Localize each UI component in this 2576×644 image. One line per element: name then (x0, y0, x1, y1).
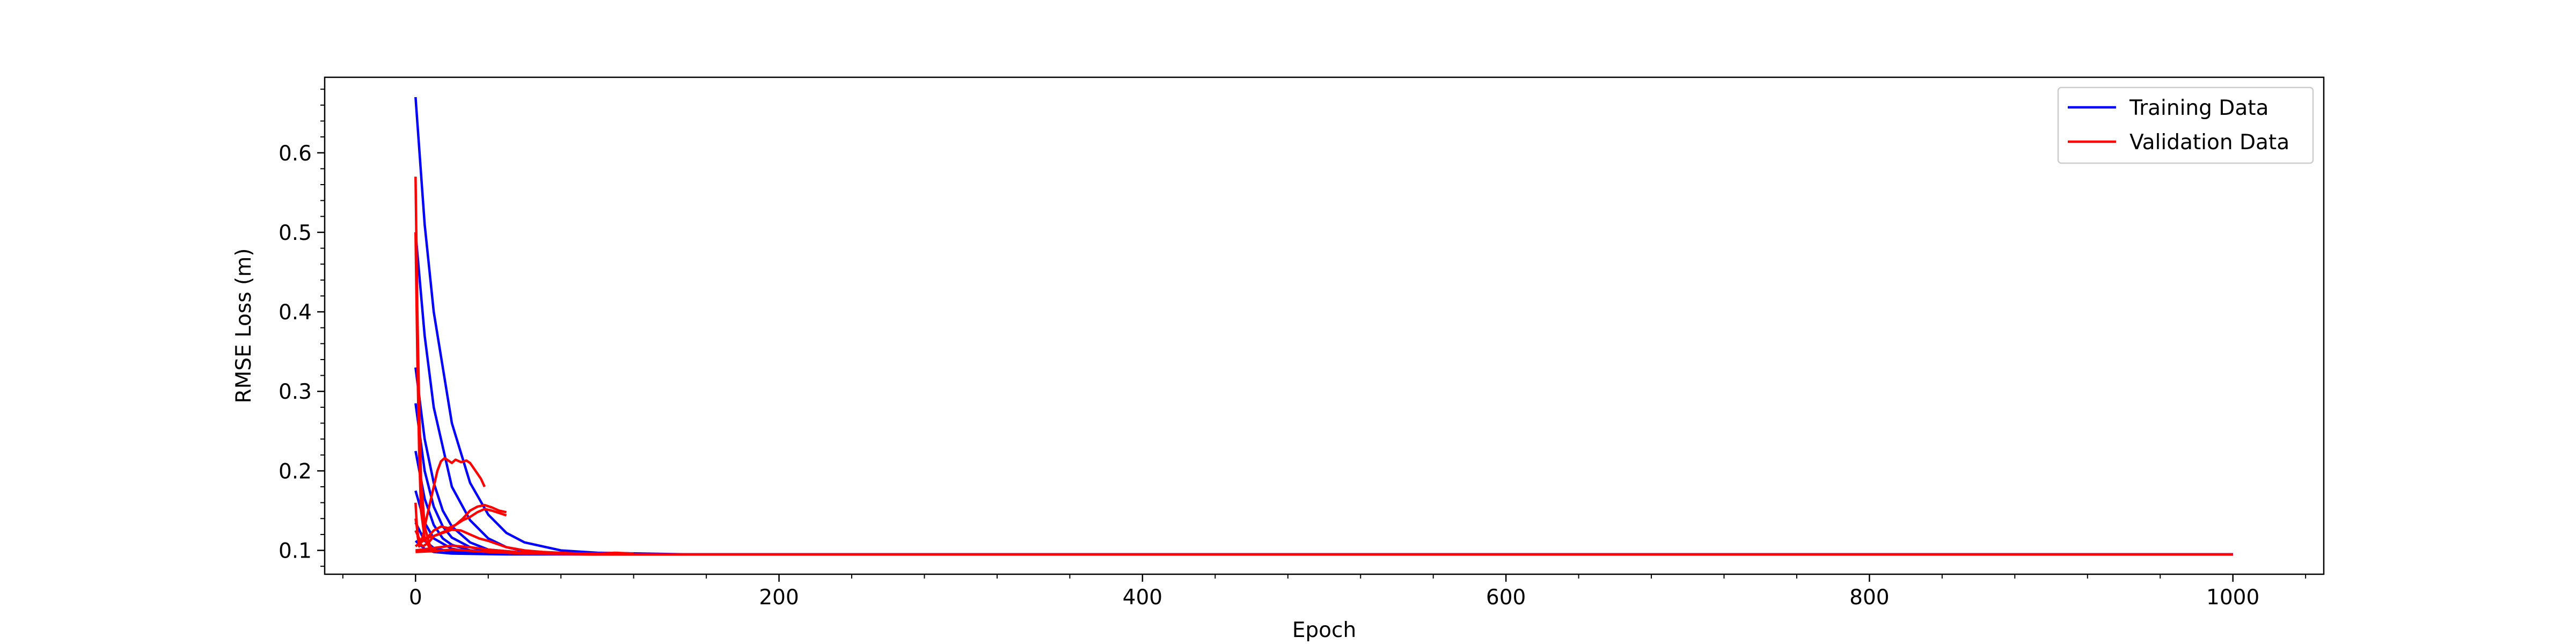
y-tick-label: 0.3 (279, 380, 312, 404)
x-tick-label: 1000 (2206, 586, 2259, 610)
legend-label-validation: Validation Data (2129, 130, 2289, 155)
y-tick-label: 0.6 (279, 142, 312, 166)
axes-frame (324, 76, 2325, 575)
validation-line-15 (415, 548, 2233, 556)
x-tick-label: 0 (409, 586, 422, 610)
x-tick-label: 800 (1849, 586, 1889, 610)
x-tick-label: 200 (759, 586, 799, 610)
y-axis-ticks: 0.1 0.2 0.3 0.4 0.5 0.6 (279, 89, 325, 567)
y-tick-label: 0.1 (279, 539, 312, 564)
x-axis-ticks: 0 200 400 600 800 1000 (342, 574, 2307, 610)
x-tick-label: 600 (1486, 586, 1526, 610)
x-axis-title: Epoch (1292, 618, 1356, 642)
y-tick-label: 0.2 (279, 459, 312, 484)
plot-lines (414, 97, 2233, 556)
y-tick-label: 0.5 (279, 221, 312, 245)
legend-label-training: Training Data (2129, 96, 2268, 120)
x-tick-label: 400 (1123, 586, 1162, 610)
validation-line-10 (414, 457, 486, 548)
y-tick-label: 0.4 (279, 301, 312, 325)
y-axis-title: RMSE Loss (m) (232, 248, 256, 404)
legend-box (2057, 86, 2314, 164)
legend: Training Data Validation Data (2057, 86, 2314, 164)
